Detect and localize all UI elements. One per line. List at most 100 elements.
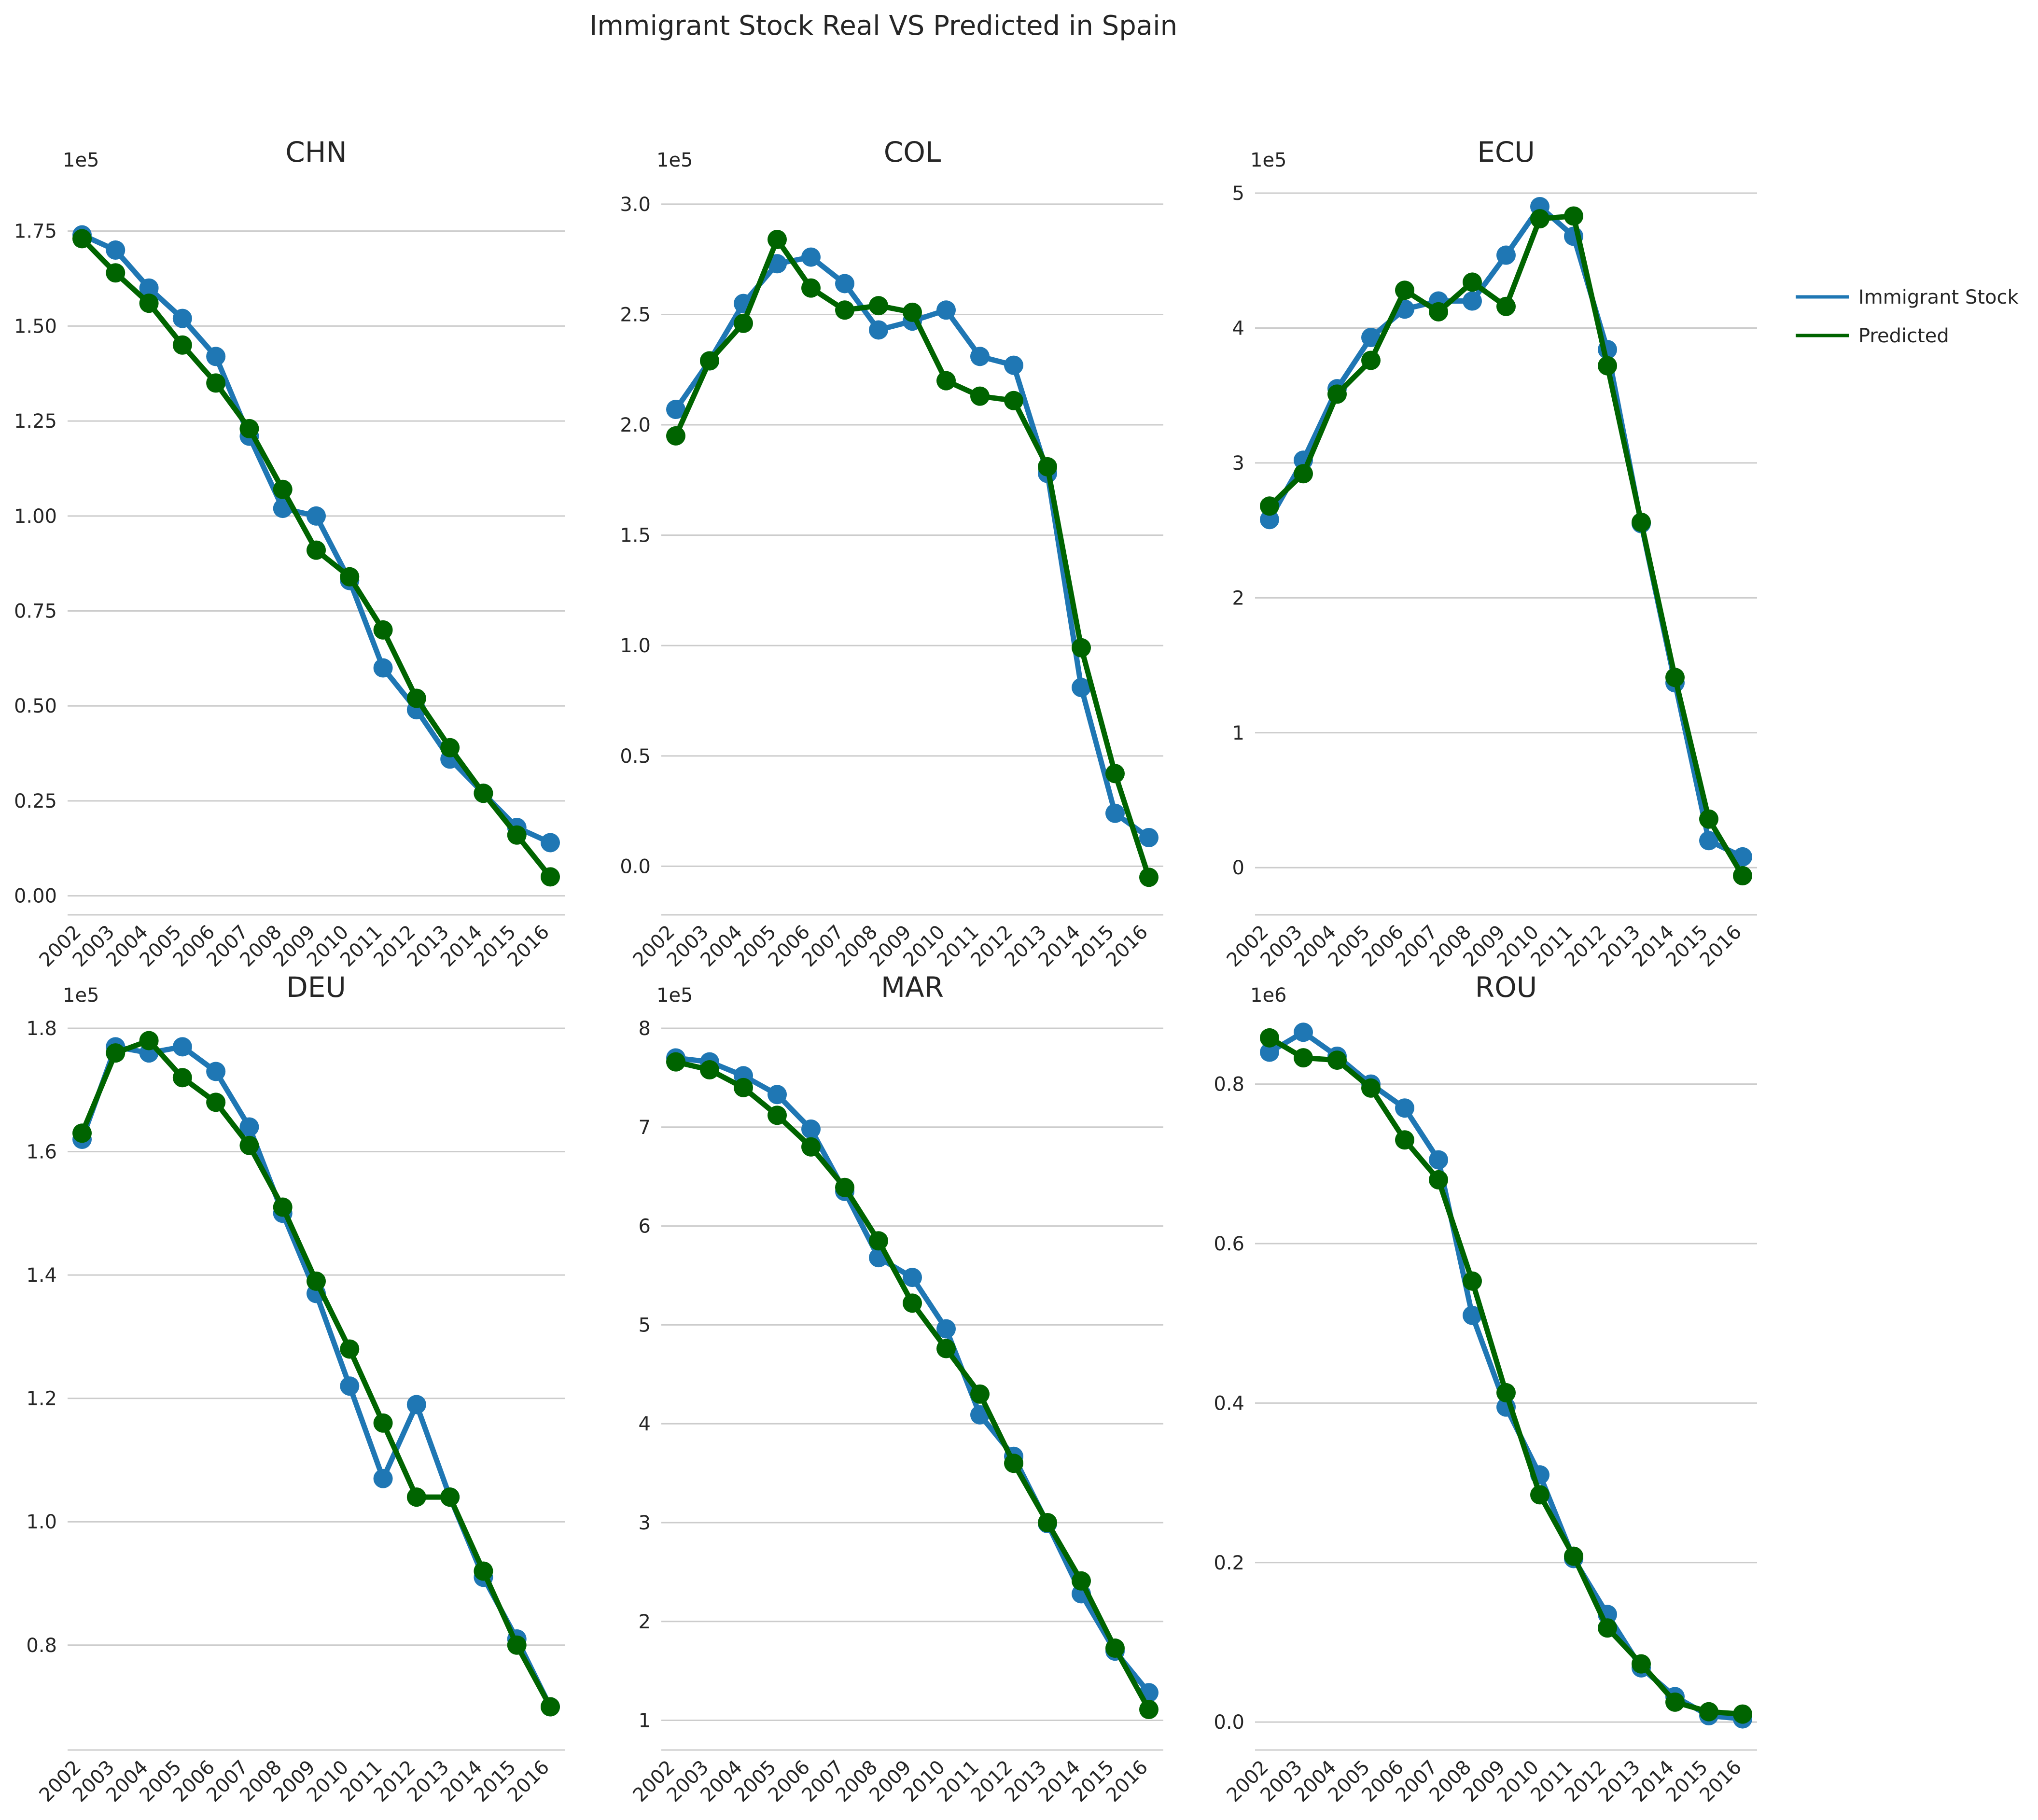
point-immigrant-stock-ecu-2015	[1699, 831, 1718, 851]
y-tick-label-rou: 0.8	[1214, 1074, 1244, 1096]
y-tick-label-deu: 1.2	[26, 1388, 57, 1410]
y-tick-label-mar: 8	[639, 1018, 651, 1040]
subplot-title-mar: MAR	[881, 971, 944, 1004]
point-predicted-col-2016	[1139, 868, 1159, 887]
point-immigrant-stock-rou-2008	[1463, 1305, 1482, 1325]
axis-multiplier-mar: 1e5	[656, 984, 693, 1007]
axis-multiplier-ecu: 1e5	[1250, 149, 1287, 171]
point-predicted-ecu-2009	[1496, 296, 1516, 316]
series-line-immigrant-stock-deu	[79, 1044, 553, 1710]
point-predicted-rou-2004	[1327, 1050, 1347, 1070]
y-tick-label-mar: 2	[639, 1611, 651, 1633]
series-line-immigrant-stock-col	[673, 254, 1152, 840]
point-predicted-rou-2015	[1699, 1702, 1718, 1722]
y-tick-label-rou: 0.4	[1214, 1392, 1244, 1414]
point-predicted-rou-2009	[1496, 1383, 1516, 1402]
point-predicted-deu-2013	[440, 1487, 460, 1507]
point-immigrant-stock-col-2016	[1139, 827, 1159, 847]
y-tick-label-col: 1.5	[620, 525, 651, 547]
y-tick-label-chn: 0.00	[14, 885, 57, 908]
point-predicted-deu-2008	[273, 1197, 293, 1217]
y-tick-label-mar: 1	[639, 1710, 651, 1732]
point-predicted-col-2009	[903, 302, 922, 322]
axis-multiplier-chn: 1e5	[63, 149, 99, 171]
point-immigrant-stock-mar-2005	[768, 1085, 787, 1105]
y-tick-label-col: 2.0	[620, 414, 651, 436]
y-tick-label-chn: 0.50	[14, 695, 57, 717]
point-predicted-deu-2010	[340, 1339, 360, 1359]
point-immigrant-stock-deu-2007	[239, 1117, 259, 1137]
point-predicted-chn-2003	[106, 263, 126, 283]
point-immigrant-stock-col-2007	[835, 274, 854, 294]
y-tick-label-deu: 1.4	[26, 1264, 57, 1287]
point-predicted-chn-2013	[440, 738, 460, 757]
y-tick-label-col: 2.5	[620, 304, 651, 326]
axis-multiplier-deu: 1e5	[63, 984, 99, 1007]
y-tick-label-deu: 1.6	[26, 1141, 57, 1163]
point-predicted-deu-2006	[206, 1092, 226, 1112]
y-tick-label-chn: 1.00	[14, 505, 57, 528]
point-predicted-deu-2005	[172, 1068, 192, 1088]
point-immigrant-stock-col-2005	[768, 254, 787, 274]
point-predicted-rou-2013	[1632, 1654, 1651, 1674]
subplot-title-deu: DEU	[286, 971, 346, 1004]
point-predicted-chn-2005	[172, 335, 192, 355]
point-immigrant-stock-col-2008	[869, 320, 888, 340]
point-immigrant-stock-mar-2006	[801, 1119, 821, 1139]
y-tick-label-mar: 7	[639, 1117, 651, 1139]
y-tick-label-chn: 1.75	[14, 221, 57, 243]
point-immigrant-stock-deu-2012	[406, 1395, 426, 1414]
point-predicted-ecu-2007	[1429, 302, 1448, 322]
point-predicted-mar-2004	[734, 1078, 753, 1097]
point-immigrant-stock-rou-2002	[1260, 1042, 1279, 1062]
point-predicted-col-2005	[768, 230, 787, 250]
y-tick-label-col: 1.0	[620, 635, 651, 657]
point-immigrant-stock-rou-2006	[1395, 1098, 1414, 1118]
point-predicted-ecu-2016	[1733, 866, 1752, 885]
point-predicted-rou-2012	[1598, 1618, 1617, 1638]
y-tick-label-ecu: 2	[1232, 587, 1244, 609]
point-immigrant-stock-chn-2003	[106, 240, 126, 260]
subplot-title-rou: ROU	[1475, 971, 1537, 1004]
point-predicted-chn-2011	[373, 620, 393, 640]
y-tick-label-ecu: 1	[1232, 722, 1244, 744]
point-predicted-ecu-2002	[1260, 496, 1279, 516]
y-tick-label-chn: 1.50	[14, 315, 57, 337]
point-immigrant-stock-chn-2005	[172, 308, 192, 328]
point-immigrant-stock-col-2014	[1072, 678, 1091, 698]
chart-title: Immigrant Stock Real VS Predicted in Spa…	[589, 10, 1177, 42]
point-immigrant-stock-col-2015	[1105, 803, 1125, 823]
point-predicted-mar-2008	[869, 1231, 888, 1251]
point-immigrant-stock-mar-2010	[936, 1319, 956, 1339]
series-line-predicted-deu	[79, 1038, 553, 1710]
y-tick-label-deu: 0.8	[26, 1635, 57, 1657]
y-tick-label-deu: 1.8	[26, 1018, 57, 1040]
point-immigrant-stock-ecu-2005	[1361, 328, 1381, 347]
point-immigrant-stock-chn-2009	[307, 506, 326, 526]
point-predicted-deu-2016	[541, 1697, 560, 1717]
point-predicted-col-2011	[970, 386, 990, 406]
point-immigrant-stock-ecu-2008	[1463, 291, 1482, 311]
point-predicted-rou-2003	[1294, 1048, 1313, 1068]
legend: Immigrant Stock Predicted	[1796, 286, 2019, 347]
y-tick-label-chn: 0.25	[14, 790, 57, 812]
point-immigrant-stock-ecu-2016	[1733, 847, 1752, 867]
point-predicted-col-2008	[869, 296, 888, 316]
point-predicted-chn-2004	[139, 294, 159, 313]
subplot-title-col: COL	[884, 136, 941, 168]
axis-multiplier-col: 1e5	[656, 149, 693, 171]
subplot-ecu: 0123452002200320042005200620072008200920…	[1223, 136, 1757, 971]
point-predicted-mar-2002	[666, 1052, 685, 1072]
point-predicted-ecu-2015	[1699, 809, 1718, 829]
y-tick-label-rou: 0.2	[1214, 1552, 1244, 1574]
point-predicted-rou-2008	[1463, 1271, 1482, 1291]
series-line-predicted-col	[673, 237, 1152, 880]
point-immigrant-stock-deu-2011	[373, 1469, 393, 1488]
point-predicted-mar-2010	[936, 1339, 956, 1358]
point-immigrant-stock-chn-2006	[206, 347, 226, 366]
subplot-chn: 0.000.250.500.751.001.251.501.7520022003…	[14, 136, 565, 971]
point-predicted-deu-2002	[72, 1123, 92, 1143]
point-predicted-deu-2009	[307, 1271, 326, 1291]
point-predicted-mar-2012	[1004, 1454, 1023, 1473]
